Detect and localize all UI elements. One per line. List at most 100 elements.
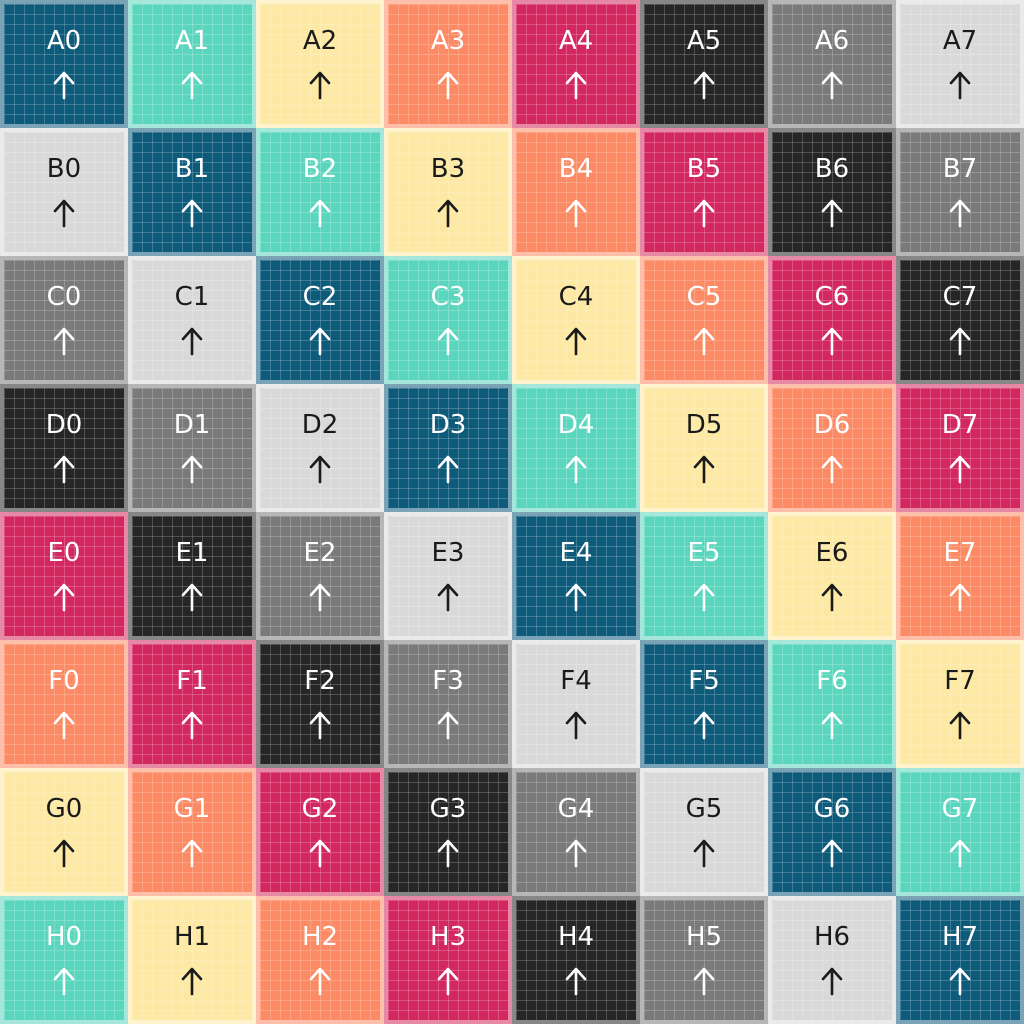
tile-h3[interactable]: H3 bbox=[388, 900, 508, 1020]
tile-h6[interactable]: H6 bbox=[772, 900, 892, 1020]
tile-label: E2 bbox=[303, 538, 337, 568]
tile-g3[interactable]: G3 bbox=[388, 772, 508, 892]
tile-h5[interactable]: H5 bbox=[644, 900, 764, 1020]
arrow-up-icon bbox=[564, 710, 588, 740]
tile-a6[interactable]: A6 bbox=[772, 4, 892, 124]
tile-a2[interactable]: A2 bbox=[260, 4, 380, 124]
tile-cell-c0: C0 bbox=[0, 256, 128, 384]
tile-e1[interactable]: E1 bbox=[132, 516, 252, 636]
tile-h2[interactable]: H2 bbox=[260, 900, 380, 1020]
tile-h1[interactable]: H1 bbox=[132, 900, 252, 1020]
tile-c0[interactable]: C0 bbox=[4, 260, 124, 380]
tile-e4[interactable]: E4 bbox=[516, 516, 636, 636]
arrow-up-icon bbox=[52, 710, 76, 740]
arrow-up-icon bbox=[308, 198, 332, 228]
tile-c5[interactable]: C5 bbox=[644, 260, 764, 380]
arrow-up-icon bbox=[180, 198, 204, 228]
tile-c7[interactable]: C7 bbox=[900, 260, 1020, 380]
tile-label: F2 bbox=[304, 666, 336, 696]
tile-f3[interactable]: F3 bbox=[388, 644, 508, 764]
tile-d2[interactable]: D2 bbox=[260, 388, 380, 508]
arrow-up-icon bbox=[948, 454, 972, 484]
tile-h0[interactable]: H0 bbox=[4, 900, 124, 1020]
tile-f0[interactable]: F0 bbox=[4, 644, 124, 764]
tile-cell-a0: A0 bbox=[0, 0, 128, 128]
tile-e5[interactable]: E5 bbox=[644, 516, 764, 636]
tile-d4[interactable]: D4 bbox=[516, 388, 636, 508]
arrow-up-icon bbox=[948, 70, 972, 100]
tile-e2[interactable]: E2 bbox=[260, 516, 380, 636]
tile-cell-g1: G1 bbox=[128, 768, 256, 896]
tile-e6[interactable]: E6 bbox=[772, 516, 892, 636]
tile-f2[interactable]: F2 bbox=[260, 644, 380, 764]
tile-cell-c1: C1 bbox=[128, 256, 256, 384]
tile-c6[interactable]: C6 bbox=[772, 260, 892, 380]
tile-g6[interactable]: G6 bbox=[772, 772, 892, 892]
tile-a3[interactable]: A3 bbox=[388, 4, 508, 124]
arrow-up-icon bbox=[820, 710, 844, 740]
tile-b5[interactable]: B5 bbox=[644, 132, 764, 252]
tile-b2[interactable]: B2 bbox=[260, 132, 380, 252]
tile-d0[interactable]: D0 bbox=[4, 388, 124, 508]
tile-a7[interactable]: A7 bbox=[900, 4, 1020, 124]
tile-d5[interactable]: D5 bbox=[644, 388, 764, 508]
tile-g0[interactable]: G0 bbox=[4, 772, 124, 892]
tile-cell-g2: G2 bbox=[256, 768, 384, 896]
tile-b0[interactable]: B0 bbox=[4, 132, 124, 252]
arrow-up-icon bbox=[948, 198, 972, 228]
arrow-up-icon bbox=[436, 838, 460, 868]
arrow-up-icon bbox=[52, 966, 76, 996]
tile-b6[interactable]: B6 bbox=[772, 132, 892, 252]
tile-a5[interactable]: A5 bbox=[644, 4, 764, 124]
tile-d3[interactable]: D3 bbox=[388, 388, 508, 508]
tile-d6[interactable]: D6 bbox=[772, 388, 892, 508]
tile-cell-b5: B5 bbox=[640, 128, 768, 256]
tile-label: D1 bbox=[173, 410, 211, 440]
tile-c2[interactable]: C2 bbox=[260, 260, 380, 380]
tile-cell-c6: C6 bbox=[768, 256, 896, 384]
tile-f4[interactable]: F4 bbox=[516, 644, 636, 764]
tile-h7[interactable]: H7 bbox=[900, 900, 1020, 1020]
tile-g7[interactable]: G7 bbox=[900, 772, 1020, 892]
tile-c1[interactable]: C1 bbox=[132, 260, 252, 380]
tile-a0[interactable]: A0 bbox=[4, 4, 124, 124]
tile-f1[interactable]: F1 bbox=[132, 644, 252, 764]
arrow-up-icon bbox=[52, 198, 76, 228]
arrow-up-icon bbox=[692, 326, 716, 356]
tile-label: F4 bbox=[560, 666, 592, 696]
arrow-up-icon bbox=[436, 582, 460, 612]
tile-g4[interactable]: G4 bbox=[516, 772, 636, 892]
tile-cell-h1: H1 bbox=[128, 896, 256, 1024]
tile-e7[interactable]: E7 bbox=[900, 516, 1020, 636]
arrow-up-icon bbox=[820, 326, 844, 356]
tile-cell-a5: A5 bbox=[640, 0, 768, 128]
tile-a4[interactable]: A4 bbox=[516, 4, 636, 124]
tile-cell-f2: F2 bbox=[256, 640, 384, 768]
tile-a1[interactable]: A1 bbox=[132, 4, 252, 124]
arrow-up-icon bbox=[180, 838, 204, 868]
tile-cell-e2: E2 bbox=[256, 512, 384, 640]
tile-e0[interactable]: E0 bbox=[4, 516, 124, 636]
arrow-up-icon bbox=[436, 966, 460, 996]
arrow-up-icon bbox=[308, 454, 332, 484]
tile-b1[interactable]: B1 bbox=[132, 132, 252, 252]
tile-f7[interactable]: F7 bbox=[900, 644, 1020, 764]
arrow-up-icon bbox=[820, 966, 844, 996]
tile-d1[interactable]: D1 bbox=[132, 388, 252, 508]
arrow-up-icon bbox=[820, 454, 844, 484]
tile-h4[interactable]: H4 bbox=[516, 900, 636, 1020]
tile-label: E1 bbox=[175, 538, 209, 568]
tile-e3[interactable]: E3 bbox=[388, 516, 508, 636]
tile-c4[interactable]: C4 bbox=[516, 260, 636, 380]
tile-b4[interactable]: B4 bbox=[516, 132, 636, 252]
tile-b7[interactable]: B7 bbox=[900, 132, 1020, 252]
tile-f5[interactable]: F5 bbox=[644, 644, 764, 764]
tile-d7[interactable]: D7 bbox=[900, 388, 1020, 508]
tile-c3[interactable]: C3 bbox=[388, 260, 508, 380]
tile-g2[interactable]: G2 bbox=[260, 772, 380, 892]
tile-b3[interactable]: B3 bbox=[388, 132, 508, 252]
tile-label: C3 bbox=[430, 282, 466, 312]
tile-g5[interactable]: G5 bbox=[644, 772, 764, 892]
tile-f6[interactable]: F6 bbox=[772, 644, 892, 764]
tile-g1[interactable]: G1 bbox=[132, 772, 252, 892]
